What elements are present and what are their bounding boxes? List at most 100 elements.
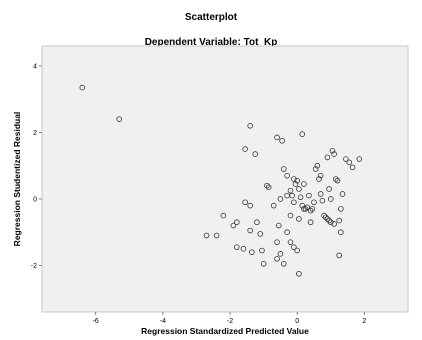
data-point [287, 239, 294, 245]
data-point [240, 246, 247, 252]
data-point [319, 197, 326, 204]
x-tick-label: 0 [295, 318, 299, 325]
data-point [304, 204, 311, 211]
data-point [324, 216, 331, 222]
data-point [284, 229, 290, 236]
data-point [257, 231, 264, 237]
data-point [220, 212, 227, 219]
data-point [274, 255, 280, 262]
data-point [116, 116, 123, 122]
data-point [327, 196, 334, 202]
data-point [230, 222, 237, 229]
data-point [287, 212, 294, 219]
data-point [317, 172, 324, 179]
data-point [299, 131, 306, 137]
data-point [326, 217, 332, 224]
data-point [343, 156, 349, 162]
y-tick-label: -2 [31, 263, 37, 270]
data-point [333, 176, 339, 182]
data-point [247, 227, 253, 234]
data-point [275, 222, 282, 229]
data-point [338, 206, 344, 212]
data-point [311, 199, 317, 206]
y-tick-label: 2 [33, 130, 37, 137]
data-point [322, 214, 329, 221]
data-point [249, 249, 255, 255]
data-point [321, 212, 327, 219]
data-point [349, 164, 356, 171]
data-point [260, 260, 267, 267]
data-point [277, 251, 284, 257]
data-point [242, 199, 248, 206]
data-point [233, 244, 240, 250]
data-point [307, 219, 314, 226]
data-point [331, 151, 337, 157]
data-point [265, 184, 272, 191]
x-tick-label: -6 [93, 318, 99, 325]
data-point [317, 191, 324, 197]
data-point [259, 247, 265, 254]
data-point [233, 219, 240, 226]
data-point [291, 199, 297, 206]
chart-subtitle: Dependent Variable: Tot_Kp [144, 37, 278, 48]
data-point [336, 252, 342, 259]
data-point [327, 219, 334, 226]
data-point [294, 177, 300, 184]
axis-ticks: -6 -4 -2 0 2 -2 0 2 4 [31, 63, 367, 325]
data-point [356, 156, 363, 162]
data-point [291, 244, 297, 250]
data-point [309, 206, 316, 212]
data-point [329, 147, 336, 154]
data-point [324, 154, 331, 161]
data-point [297, 194, 304, 201]
data-point [247, 123, 253, 129]
plot-area [41, 45, 409, 313]
data-point [274, 239, 280, 245]
data-point [334, 177, 341, 184]
data-point [294, 247, 300, 254]
data-point [79, 84, 86, 91]
data-points [79, 84, 363, 277]
data-point [339, 191, 346, 197]
data-point [346, 159, 353, 166]
data-point [314, 162, 321, 169]
data-point [336, 217, 342, 224]
x-tick-label: -2 [227, 318, 233, 325]
data-point [280, 166, 287, 172]
data-point [299, 202, 306, 209]
x-tick-label: -4 [160, 318, 166, 325]
data-point [338, 229, 344, 236]
data-point [252, 151, 259, 157]
data-point [316, 176, 322, 182]
data-point [301, 206, 307, 212]
data-point [247, 202, 253, 209]
x-axis-label: Regression Standardized Predicted Value [141, 326, 309, 336]
data-point [279, 137, 285, 144]
data-point [284, 192, 290, 199]
data-point [292, 181, 299, 187]
data-point [312, 166, 319, 172]
data-point [280, 260, 287, 267]
data-point [306, 192, 312, 199]
chart-title: Scatterplot [184, 12, 238, 23]
data-point [274, 134, 280, 141]
data-point [254, 219, 260, 226]
data-point [296, 216, 302, 222]
x-tick-label: 2 [362, 318, 366, 325]
data-point [296, 186, 302, 192]
data-point [264, 182, 270, 189]
data-point [270, 202, 277, 209]
y-axis-label: Regression Studentized Residual [12, 112, 22, 247]
data-point [331, 221, 337, 227]
data-point [213, 232, 220, 239]
data-point [287, 187, 294, 194]
data-point [302, 206, 309, 212]
data-point [277, 196, 284, 202]
data-point [284, 172, 290, 179]
y-tick-label: 0 [33, 196, 37, 203]
y-tick-label: 4 [33, 63, 37, 70]
data-point [307, 207, 314, 214]
data-point [203, 232, 210, 239]
data-point [291, 176, 297, 182]
